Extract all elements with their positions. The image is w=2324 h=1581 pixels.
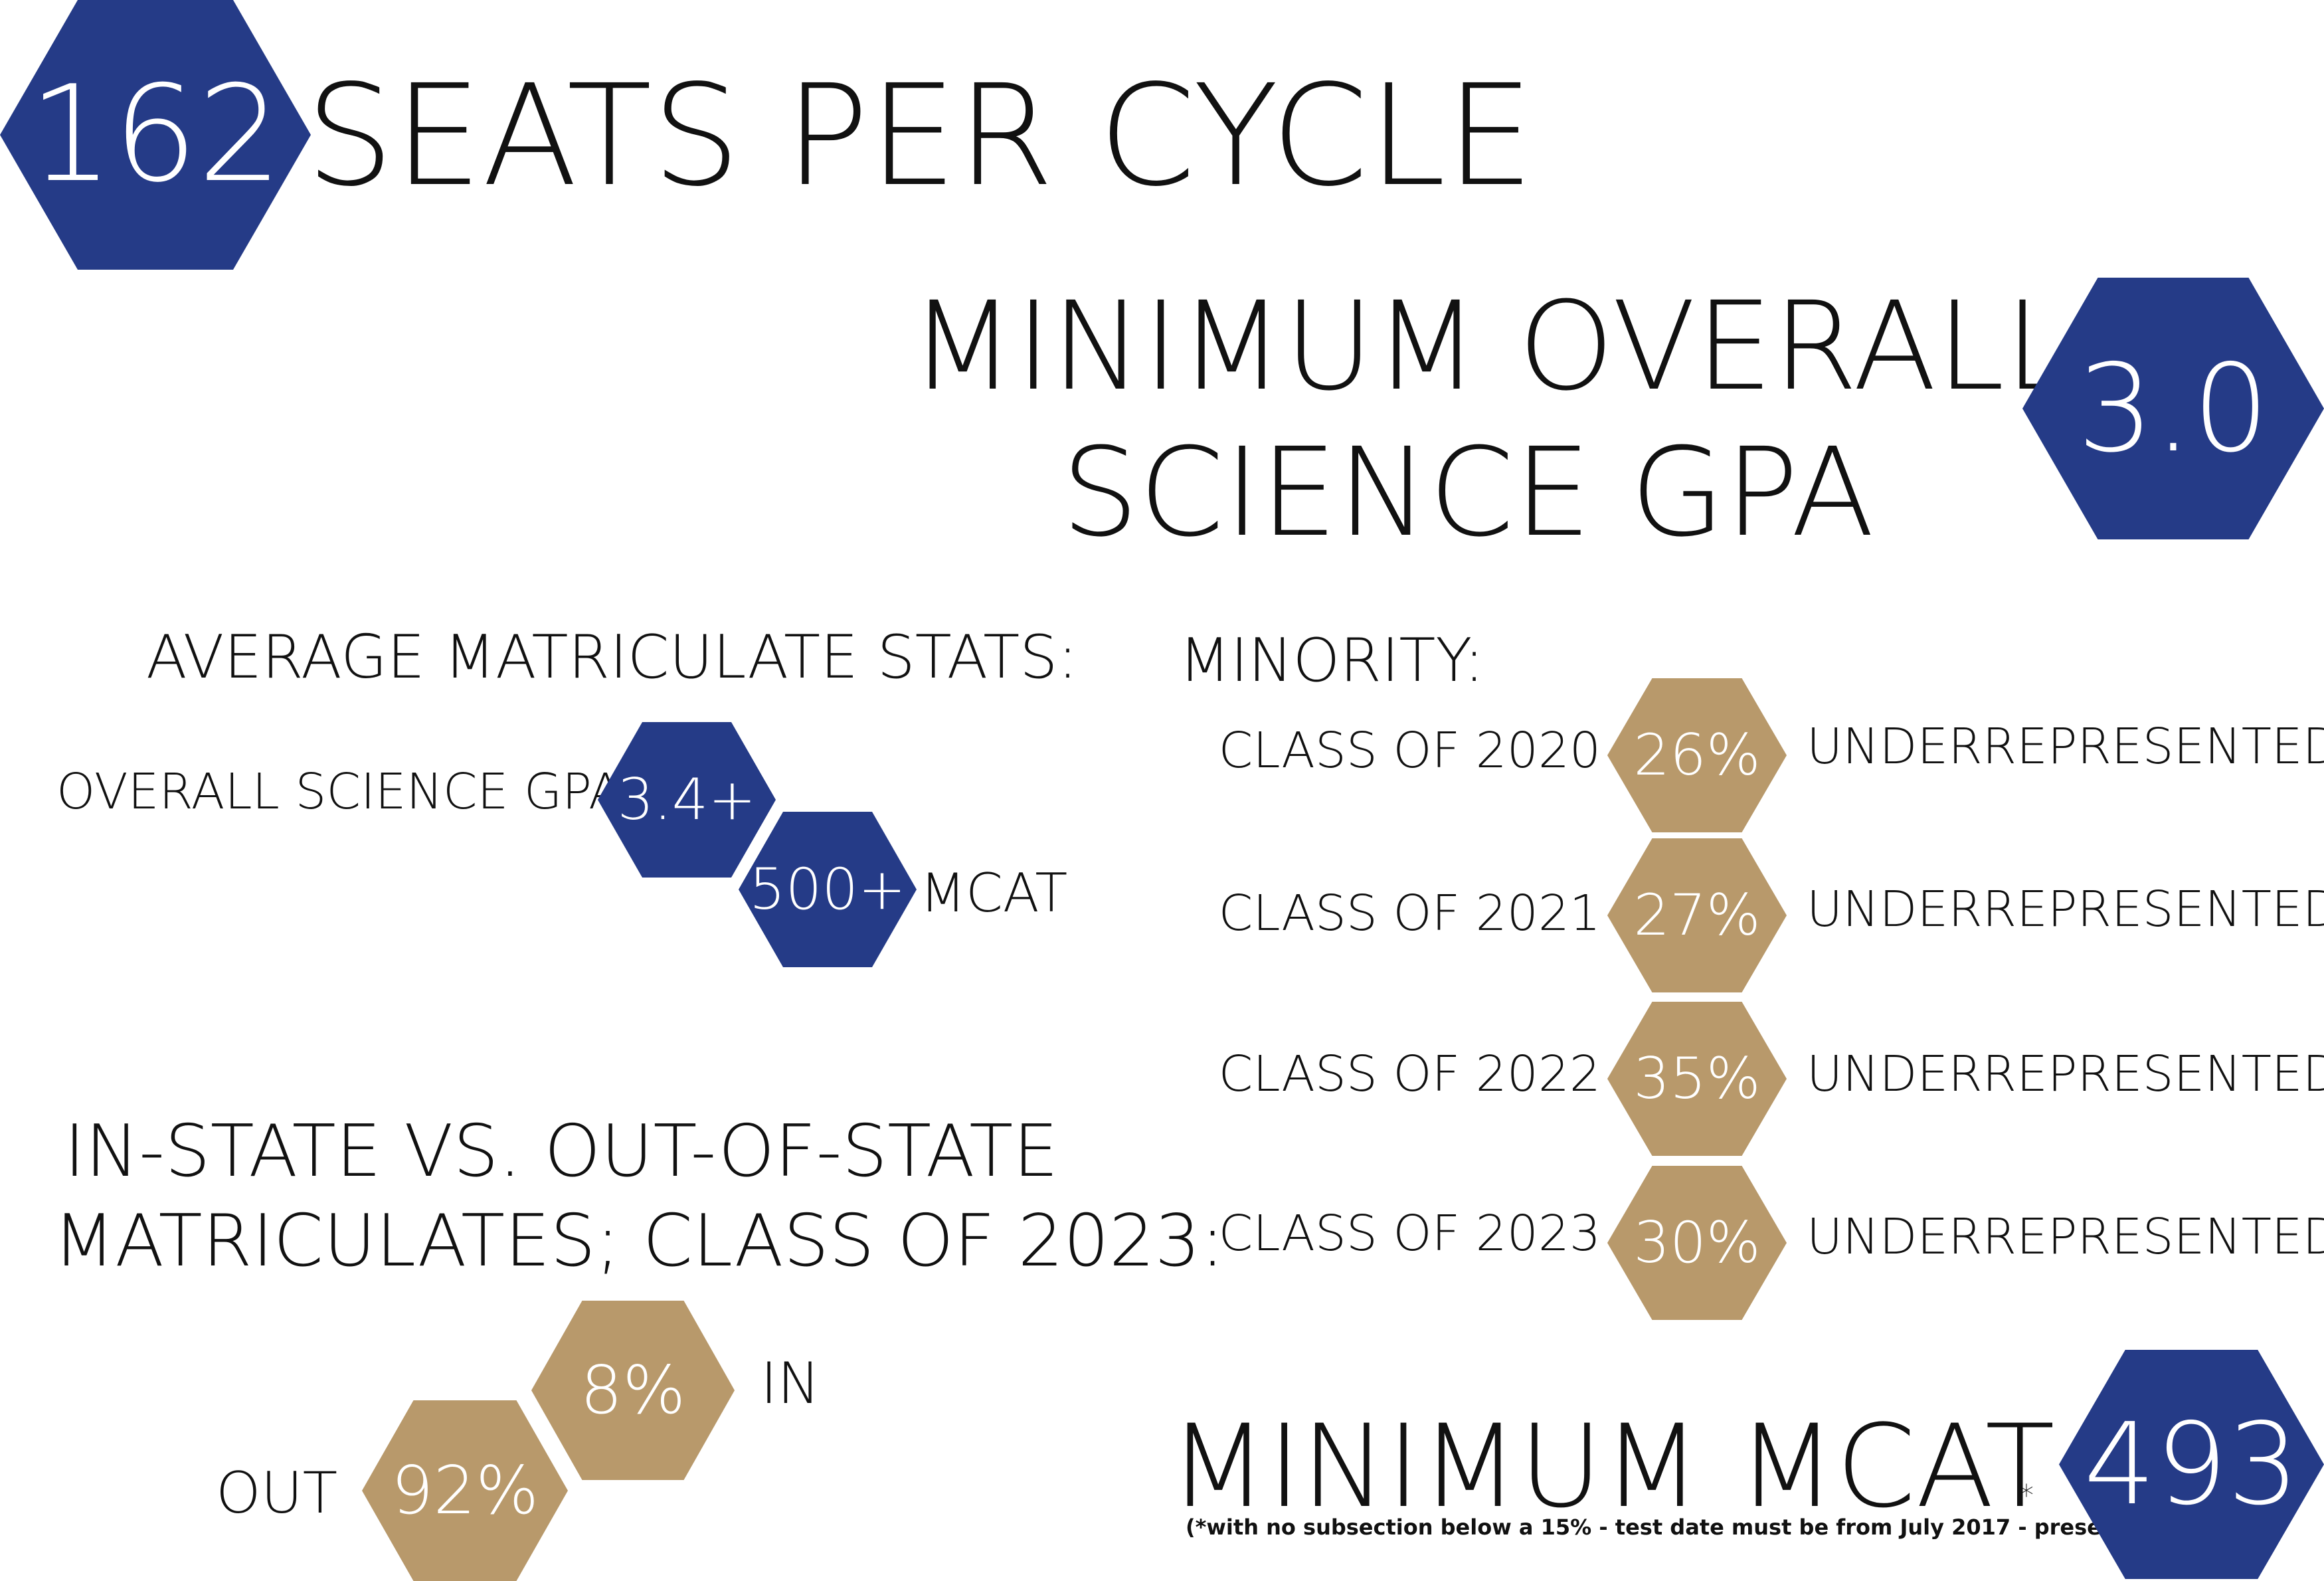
avg-gpa-hexagon: 3.4+ — [598, 722, 776, 878]
minority-percent-hexagon-2020: 26% — [1607, 678, 1787, 832]
min-mcat-value: 493 — [2084, 1398, 2299, 1531]
min-gpa-hexagon: 3.0 — [2022, 278, 2324, 539]
min-mcat-hexagon: 493 — [2059, 1350, 2324, 1579]
avg-mcat-label: MCAT — [920, 862, 1068, 924]
min-mcat-asterisk: * — [2019, 1479, 2034, 1513]
minority-class-2022: CLASS OF 2022 — [1218, 1046, 1601, 1103]
in-state-label: IN — [760, 1350, 820, 1417]
min-mcat-footnote: (*with no subsection below a 15% - test … — [1186, 1515, 2137, 1540]
in-state-hexagon: 8% — [531, 1301, 735, 1480]
minority-heading: MINORITY: — [1179, 626, 1484, 696]
minority-percent-2020: 26% — [1633, 722, 1761, 789]
minority-percent-2022: 35% — [1633, 1046, 1761, 1112]
minority-percent-hexagon-2021: 27% — [1607, 838, 1787, 992]
min-mcat-label: MINIMUM MCAT — [1169, 1400, 2055, 1533]
seats-label: SEATS PER CYCLE — [306, 54, 1534, 217]
minority-class-2020: CLASS OF 2020 — [1218, 722, 1601, 779]
minority-percent-hexagon-2023: 30% — [1607, 1166, 1787, 1320]
avg-gpa-label: OVERALL SCIENCE GPA — [56, 763, 622, 820]
avg-mcat-hexagon: 500+ — [739, 812, 917, 967]
minority-descriptor-2020: UNDERREPRESENTED — [1807, 718, 2324, 775]
minority-percent-2021: 27% — [1633, 882, 1761, 949]
in-state-percent: 8% — [580, 1351, 686, 1429]
out-of-state-hexagon: 92% — [362, 1400, 568, 1581]
min-gpa-value: 3.0 — [2077, 338, 2270, 479]
residency-heading-line2: MATRICULATES; CLASS OF 2023: — [53, 1200, 1225, 1283]
residency-heading-line1: IN-STATE VS. OUT-OF-STATE — [64, 1110, 1059, 1193]
minority-class-2021: CLASS OF 2021 — [1218, 885, 1601, 942]
min-gpa-line1: MINIMUM OVERALL — [910, 276, 2073, 418]
avg-mcat-value: 500+ — [749, 856, 907, 923]
seats-value: 162 — [29, 57, 282, 212]
seats-hexagon: 162 — [0, 0, 311, 270]
minority-descriptor-2022: UNDERREPRESENTED — [1807, 1046, 2324, 1103]
minority-class-2023: CLASS OF 2023 — [1218, 1205, 1601, 1262]
out-of-state-percent: 92% — [391, 1451, 539, 1529]
minority-percent-2023: 30% — [1633, 1210, 1761, 1276]
avg-gpa-value: 3.4+ — [617, 767, 757, 833]
min-gpa-line2: SCIENCE GPA — [1061, 422, 1875, 564]
minority-percent-hexagon-2022: 35% — [1607, 1002, 1787, 1156]
minority-descriptor-2023: UNDERREPRESENTED — [1807, 1208, 2324, 1265]
out-of-state-label: OUT — [216, 1460, 338, 1527]
average-stats-heading: AVERAGE MATRICULATE STATS: — [146, 622, 1078, 692]
minority-descriptor-2021: UNDERREPRESENTED — [1807, 881, 2324, 938]
